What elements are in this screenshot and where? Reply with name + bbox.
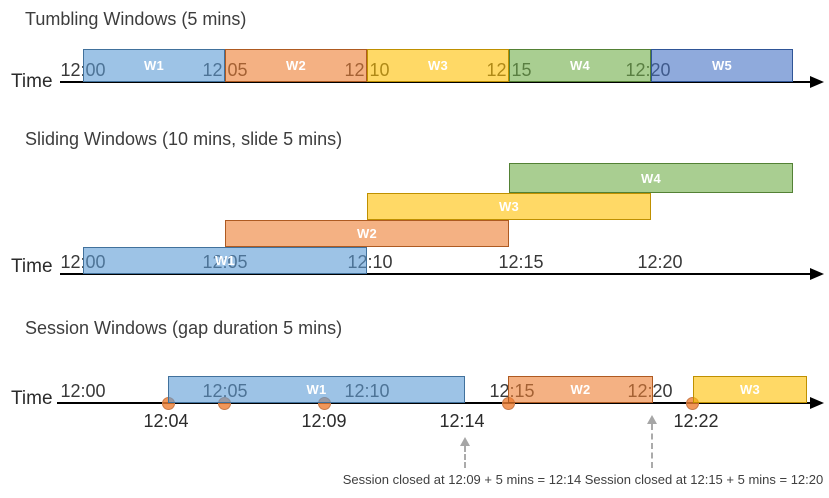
annotation-text-1: Session closed at 12:15 + 5 mins = 12:20 (584, 472, 824, 487)
tick-label-session-12:00: 12:00 (60, 381, 106, 401)
time-axis-line-session (57, 402, 810, 404)
window-label-tumbling-w2: W2 (285, 58, 307, 73)
window-label-tumbling-w5: W5 (711, 58, 733, 73)
window-box-tumbling-w5: W5 (651, 49, 793, 82)
window-label-sliding-w3: W3 (498, 199, 520, 214)
event-time-label-12:22: 12:22 (673, 411, 719, 431)
time-axis-arrowhead-session (810, 397, 824, 409)
window-label-session-w1: W1 (306, 382, 327, 397)
section-title-session: Session Windows (gap duration 5 mins) (25, 318, 343, 338)
time-axis-label-tumbling: Time (11, 71, 53, 92)
window-label-tumbling-w3: W3 (427, 58, 449, 73)
session-close-arrow-line-0 (464, 446, 466, 468)
window-box-session-w2: W2 (508, 376, 653, 403)
annotation-text-0: Session closed at 12:09 + 5 mins = 12:14 (342, 472, 582, 487)
window-label-tumbling-w1: W1 (143, 58, 165, 73)
window-box-session-w1: W1 (168, 376, 465, 403)
event-time-label-12:09: 12:09 (301, 411, 347, 431)
tick-label-sliding-12:20: 12:20 (637, 252, 683, 272)
window-label-sliding-w4: W4 (640, 170, 662, 186)
window-label-session-w2: W2 (570, 382, 591, 397)
window-box-tumbling-w1: W1 (83, 49, 225, 82)
window-box-tumbling-w3: W3 (367, 49, 509, 82)
window-box-sliding-w1: W1 (83, 247, 367, 274)
time-axis-arrowhead-tumbling (810, 76, 824, 88)
event-time-label-12:04: 12:04 (143, 411, 189, 431)
session-close-arrowhead-0 (460, 437, 470, 446)
window-label-sliding-w2: W2 (356, 226, 378, 241)
window-box-sliding-w2: W2 (225, 220, 509, 247)
section-title-sliding: Sliding Windows (10 mins, slide 5 mins) (25, 129, 343, 149)
time-axis-arrowhead-sliding (810, 268, 824, 280)
window-box-tumbling-w4: W4 (509, 49, 651, 82)
window-box-sliding-w4: W4 (509, 163, 793, 193)
section-title-tumbling: Tumbling Windows (5 mins) (25, 9, 247, 29)
time-axis-line-sliding (60, 273, 810, 275)
window-box-tumbling-w2: W2 (225, 49, 367, 82)
time-axis-label-session: Time (11, 388, 53, 409)
session-close-arrowhead-1 (647, 415, 657, 424)
time-axis-label-sliding: Time (11, 256, 53, 277)
window-box-sliding-w3: W3 (367, 193, 651, 220)
time-axis-line-tumbling (60, 81, 810, 83)
window-label-sliding-w1: W1 (214, 253, 236, 268)
window-label-session-w3: W3 (739, 382, 761, 397)
session-close-arrow-line-1 (651, 424, 653, 468)
window-box-session-w3: W3 (693, 376, 807, 403)
window-label-tumbling-w4: W4 (569, 58, 591, 73)
event-time-label-12:14: 12:14 (439, 411, 485, 431)
tick-label-sliding-12:15: 12:15 (498, 252, 544, 272)
